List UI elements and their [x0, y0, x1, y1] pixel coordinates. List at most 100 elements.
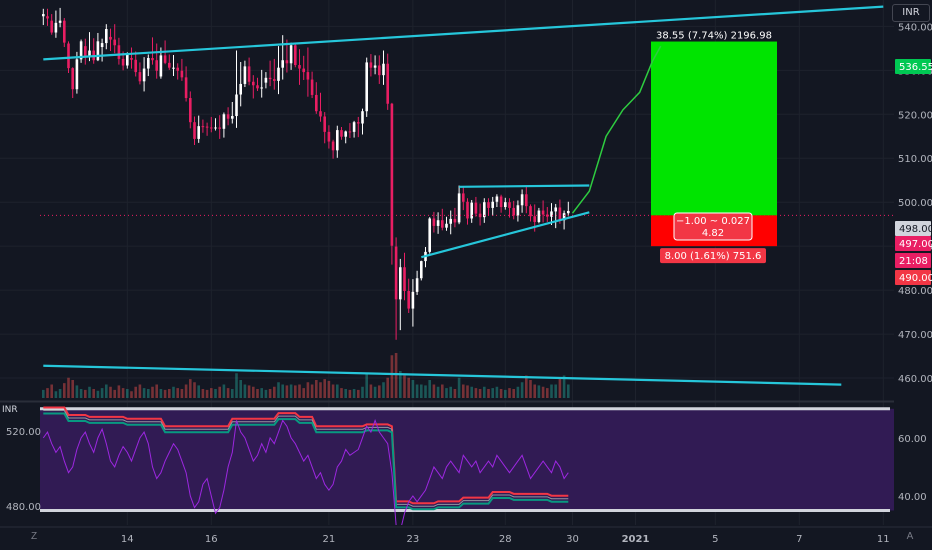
volume-bar: [100, 388, 104, 398]
candle-body: [147, 58, 150, 69]
candle-body: [533, 216, 536, 222]
candle-body: [441, 220, 444, 228]
candle-body: [483, 202, 486, 218]
volume-bar: [508, 388, 511, 398]
candle-body: [142, 68, 146, 82]
candle-body: [189, 98, 192, 123]
zoom-button[interactable]: Z: [30, 531, 38, 542]
volume-bar: [226, 388, 230, 398]
candle-body: [100, 43, 104, 48]
volume-bar: [504, 389, 507, 398]
candle-body: [67, 43, 70, 69]
candle-body: [163, 55, 167, 63]
candle-body: [134, 59, 137, 73]
price-badge-label: 498.00: [899, 224, 932, 235]
time-tick-label: 7: [796, 534, 802, 545]
candle-body: [382, 63, 385, 76]
candle-body: [205, 126, 209, 128]
volume-bar: [336, 384, 339, 398]
price-axis: 460.00 470.00 480.00 490.00 500.00 510.00 520.…: [6, 0, 932, 550]
candle-body: [352, 122, 356, 132]
candle-body: [436, 220, 440, 226]
volume-bar: [327, 380, 331, 398]
trendlines[interactable]: [43, 5, 884, 386]
volume-bar: [394, 353, 398, 398]
volume-bar: [378, 385, 381, 398]
candle-body: [554, 207, 557, 212]
indicator-left-tick: 480.00: [6, 502, 41, 513]
volume-bar: [369, 384, 373, 398]
volume-bar: [294, 385, 297, 398]
risk-reward-box: [673, 212, 753, 241]
candle-body: [399, 267, 402, 300]
candle-body: [336, 130, 339, 151]
volume-bar: [197, 385, 200, 398]
candle-body: [357, 122, 360, 124]
candle-body: [529, 206, 532, 217]
candle-body: [243, 66, 247, 84]
volume-bar: [214, 389, 217, 398]
price-badge: [895, 270, 931, 285]
volume-bar: [403, 375, 406, 398]
volume-bar: [239, 380, 242, 398]
auto-scale-button[interactable]: A: [906, 531, 914, 542]
trendline: [43, 5, 884, 61]
volume-bar: [399, 371, 402, 398]
candle-body: [252, 81, 255, 86]
volume-bar: [483, 386, 486, 398]
candle-body: [558, 207, 562, 221]
target-zone: [651, 41, 777, 216]
candle-body: [369, 62, 373, 68]
volume-bar: [71, 380, 74, 398]
time-tick-label: 21: [323, 534, 336, 545]
candle-body: [151, 58, 154, 61]
volume-bar: [109, 386, 112, 398]
volume-bar: [516, 386, 520, 398]
time-tick-label: 16: [205, 534, 218, 545]
long-position-tool[interactable]: 38.55 (7.74%) 2196.98 8.00 (1.61%) 751.6 −…: [651, 31, 777, 264]
volume-bar: [449, 386, 452, 398]
volume-bar: [218, 386, 221, 398]
candle-body: [184, 77, 188, 99]
candle-body: [42, 14, 45, 17]
volume-bar: [302, 388, 305, 398]
volume-bar: [205, 389, 209, 398]
currency-button[interactable]: INR: [892, 4, 930, 22]
volume-bar: [428, 380, 431, 398]
candle-body: [394, 246, 398, 300]
candle-body: [344, 131, 347, 137]
volume-bar: [163, 389, 167, 398]
candle-body: [121, 58, 125, 66]
volume-bar: [126, 389, 129, 398]
volume-bar: [323, 379, 326, 398]
time-tick-label: 5: [712, 534, 718, 545]
volume-bar: [46, 388, 49, 398]
volume-bar: [541, 386, 545, 398]
candle-body: [214, 127, 217, 129]
candle-body: [525, 194, 528, 207]
candle-body: [222, 114, 226, 129]
candle-body: [546, 214, 549, 217]
candle-body: [273, 79, 276, 81]
volume-bar: [193, 382, 196, 398]
candle-body: [54, 22, 58, 33]
volume-bar: [79, 389, 83, 398]
volume-bar: [478, 389, 482, 398]
candle-body: [432, 218, 436, 226]
volume-bar: [550, 384, 553, 398]
time-tick-label: 28: [499, 534, 512, 545]
candle-body: [96, 41, 100, 61]
candle-body: [113, 39, 116, 46]
volume-bar: [445, 388, 448, 398]
candle-body: [327, 131, 331, 142]
volume-bar: [58, 389, 62, 398]
price-tick-label: 460.00: [898, 374, 932, 385]
price-badge: [895, 221, 931, 236]
volume-bar: [117, 385, 121, 398]
target-label: 38.55 (7.74%) 2196.98: [656, 31, 772, 42]
volume-bar: [134, 386, 137, 398]
volume-bar: [298, 384, 301, 398]
trendline: [43, 364, 842, 386]
candle-body: [537, 210, 541, 222]
